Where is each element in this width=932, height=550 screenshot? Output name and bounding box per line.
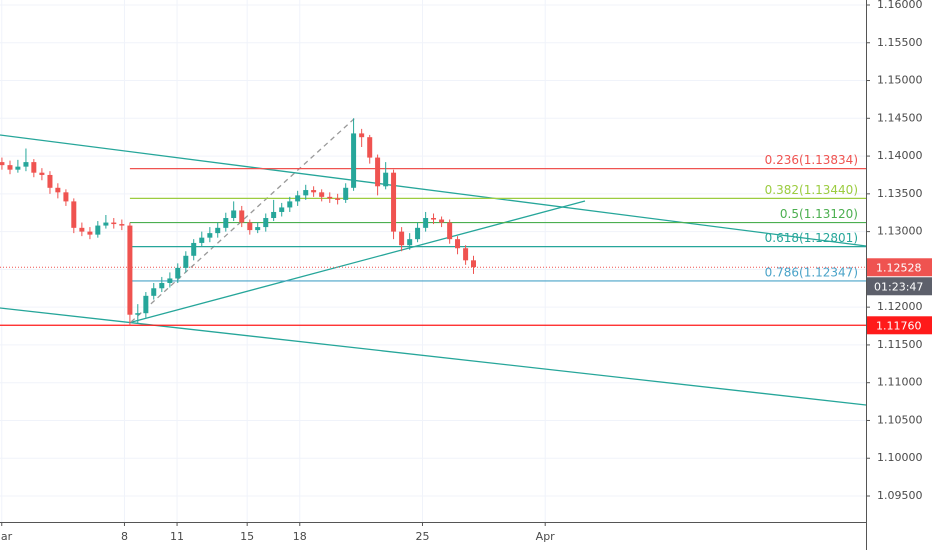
y-tick-label: 1.14500: [877, 111, 923, 124]
x-tick-label: Apr: [536, 530, 556, 543]
candle-body: [455, 239, 461, 249]
candle-body: [23, 162, 29, 167]
trend-line: [130, 117, 356, 323]
y-tick-label: 1.12000: [877, 300, 923, 313]
candle-body: [15, 166, 21, 170]
candle-body: [311, 190, 317, 193]
price-tag-label: 1.11760: [876, 319, 922, 332]
price-tag: [867, 316, 932, 335]
fib-label: 0.618(1.12801): [765, 231, 858, 245]
countdown: 01:23:47: [874, 280, 923, 293]
candle-body: [127, 225, 133, 315]
candle-body: [31, 162, 37, 173]
candle-body: [263, 218, 269, 228]
candle-body: [319, 192, 325, 197]
candle-body: [0, 162, 5, 166]
candle-body: [335, 198, 341, 200]
price-tag-label: 1.12528: [876, 261, 922, 274]
x-tick-label: 18: [293, 530, 307, 543]
candle-body: [95, 225, 101, 235]
y-tick-label: 1.11000: [877, 376, 923, 389]
x-tick-label: 15: [240, 530, 254, 543]
candle-body: [183, 255, 189, 268]
trend-line: [0, 134, 867, 247]
candle-body: [159, 282, 165, 289]
candle-body: [55, 187, 61, 193]
candle-body: [303, 190, 309, 196]
y-tick-label: 1.10500: [877, 413, 923, 426]
x-tick-label: 25: [415, 530, 429, 543]
candle-body: [271, 211, 277, 219]
candle-body: [383, 172, 389, 187]
y-tick-label: 1.15500: [877, 36, 923, 49]
candle-body: [431, 218, 437, 220]
y-tick-label: 1.11500: [877, 338, 923, 351]
y-tick-label: 1.10000: [877, 451, 923, 464]
candle-body: [103, 222, 109, 226]
candle-body: [279, 207, 285, 212]
y-tick-label: 1.13500: [877, 187, 923, 200]
candle-body: [375, 157, 381, 187]
candle-body: [199, 237, 205, 243]
candle-body: [191, 242, 197, 256]
candle-body: [47, 174, 53, 188]
y-tick-label: 1.15000: [877, 74, 923, 87]
y-tick-label: 1.14000: [877, 149, 923, 162]
fib-label: 0.5(1.13120): [780, 207, 858, 221]
candle-body: [407, 239, 413, 246]
candle-body: [63, 192, 69, 202]
candle-body: [439, 219, 445, 223]
candle-body: [223, 218, 229, 228]
candle-body: [111, 222, 117, 225]
candle-body: [343, 187, 349, 200]
candle-body: [175, 267, 181, 279]
candle-body: [7, 165, 13, 170]
grid: [0, 0, 866, 522]
price-tag: [867, 258, 932, 277]
countdown-box: [867, 277, 932, 296]
candle-body: [255, 227, 261, 231]
y-tick-label: 1.13000: [877, 225, 923, 238]
y-tick-label: 1.16000: [877, 0, 923, 11]
candle-body: [231, 210, 237, 219]
candle-body: [119, 224, 125, 226]
candle-body: [167, 278, 173, 283]
candle-body: [143, 295, 149, 314]
candle-body: [287, 201, 293, 208]
candle-body: [447, 222, 453, 240]
x-tick-label: Mar: [0, 530, 13, 543]
trend-line: [131, 200, 586, 323]
candle-body: [470, 260, 476, 268]
fib-label: 0.382(1.13440): [765, 183, 858, 197]
candle-body: [399, 231, 405, 246]
fib-label: 0.236(1.13834): [765, 153, 858, 167]
candle-body: [247, 222, 253, 231]
x-tick-label: 11: [170, 530, 184, 543]
x-tick-label: 8: [121, 530, 128, 543]
candle-body: [151, 288, 157, 296]
candle-body: [295, 195, 301, 202]
candle-body: [359, 133, 365, 138]
candle-body: [215, 227, 221, 234]
candle-body: [239, 210, 245, 223]
candle-body: [351, 133, 357, 188]
candle-body: [71, 201, 77, 228]
candle-body: [87, 231, 93, 235]
candle-body: [135, 313, 141, 315]
candle-body: [327, 196, 333, 199]
candle-body: [423, 218, 429, 228]
candle-body: [391, 172, 397, 232]
candle-body: [367, 137, 373, 158]
candle-body: [207, 233, 213, 238]
candle-body: [79, 227, 85, 232]
candle-body: [463, 248, 469, 261]
candle-body: [415, 227, 421, 240]
y-tick-label: 1.09500: [877, 489, 923, 502]
fib-label: 0.786(1.12347): [765, 265, 858, 279]
candle-body: [39, 172, 45, 175]
trend-line: [0, 307, 867, 406]
